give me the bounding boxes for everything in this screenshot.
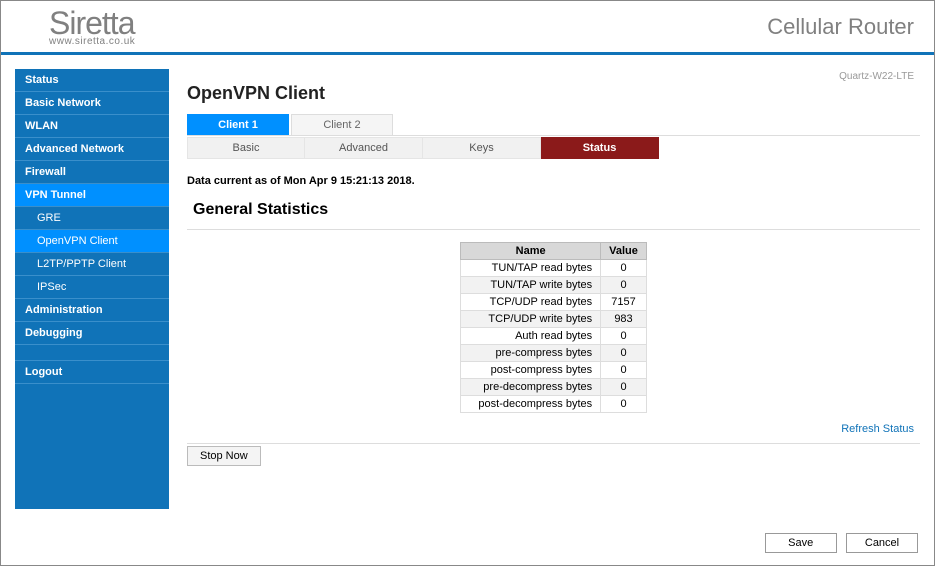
logo-subtext: www.siretta.co.uk bbox=[49, 37, 135, 47]
sidebar-logout[interactable]: Logout bbox=[15, 361, 169, 384]
stats-table: Name Value TUN/TAP read bytes0TUN/TAP wr… bbox=[460, 242, 647, 413]
stat-name: post-decompress bytes bbox=[461, 396, 601, 413]
sidebar-item[interactable]: Status bbox=[15, 69, 169, 92]
sub-tab[interactable]: Status bbox=[541, 137, 659, 159]
client-tab[interactable]: Client 2 bbox=[291, 114, 393, 135]
sub-tabs: BasicAdvancedKeysStatus bbox=[187, 137, 920, 159]
logo-text: Siretta bbox=[49, 7, 135, 39]
sub-tab[interactable]: Keys bbox=[423, 137, 541, 159]
sidebar-item[interactable]: VPN Tunnel bbox=[15, 184, 169, 207]
stat-name: pre-decompress bytes bbox=[461, 379, 601, 396]
sub-tab[interactable]: Advanced bbox=[305, 137, 423, 159]
sidebar: StatusBasic NetworkWLANAdvanced NetworkF… bbox=[15, 69, 169, 509]
col-value: Value bbox=[601, 243, 647, 260]
save-button[interactable]: Save bbox=[765, 533, 837, 553]
sidebar-item[interactable]: Firewall bbox=[15, 161, 169, 184]
sub-tab[interactable]: Basic bbox=[187, 137, 305, 159]
stat-value: 0 bbox=[601, 328, 647, 345]
table-row: TUN/TAP write bytes0 bbox=[461, 277, 647, 294]
sidebar-item[interactable]: Basic Network bbox=[15, 92, 169, 115]
client-tab[interactable]: Client 1 bbox=[187, 114, 289, 135]
sidebar-subitem[interactable]: L2TP/PPTP Client bbox=[15, 253, 169, 276]
table-row: TUN/TAP read bytes0 bbox=[461, 260, 647, 277]
table-row: post-decompress bytes0 bbox=[461, 396, 647, 413]
main-panel: Quartz-W22-LTE OpenVPN Client Client 1Cl… bbox=[169, 69, 920, 509]
client-tabs: Client 1Client 2 bbox=[187, 114, 920, 136]
sidebar-item[interactable]: Advanced Network bbox=[15, 138, 169, 161]
sidebar-spacer bbox=[15, 345, 169, 361]
sidebar-item[interactable]: WLAN bbox=[15, 115, 169, 138]
stat-value: 0 bbox=[601, 396, 647, 413]
footer-buttons: Save Cancel bbox=[759, 533, 918, 553]
logo: Siretta www.siretta.co.uk bbox=[49, 7, 135, 47]
product-title: Cellular Router bbox=[767, 14, 914, 40]
table-row: post-compress bytes0 bbox=[461, 362, 647, 379]
table-row: pre-decompress bytes0 bbox=[461, 379, 647, 396]
stop-row: Stop Now bbox=[187, 446, 920, 466]
col-name: Name bbox=[461, 243, 601, 260]
table-row: Auth read bytes0 bbox=[461, 328, 647, 345]
stat-value: 0 bbox=[601, 260, 647, 277]
app-window: Siretta www.siretta.co.uk Cellular Route… bbox=[0, 0, 935, 566]
stat-value: 0 bbox=[601, 277, 647, 294]
stat-name: Auth read bytes bbox=[461, 328, 601, 345]
stat-name: pre-compress bytes bbox=[461, 345, 601, 362]
stat-value: 0 bbox=[601, 362, 647, 379]
stat-name: TCP/UDP write bytes bbox=[461, 311, 601, 328]
status-line: Data current as of Mon Apr 9 15:21:13 20… bbox=[187, 175, 920, 187]
stat-value: 0 bbox=[601, 345, 647, 362]
page-title: OpenVPN Client bbox=[187, 83, 920, 104]
table-row: TCP/UDP read bytes7157 bbox=[461, 294, 647, 311]
table-row: TCP/UDP write bytes983 bbox=[461, 311, 647, 328]
section-title: General Statistics bbox=[193, 201, 920, 219]
sidebar-subitem[interactable]: GRE bbox=[15, 207, 169, 230]
stat-name: post-compress bytes bbox=[461, 362, 601, 379]
sidebar-subitem[interactable]: IPSec bbox=[15, 276, 169, 299]
stat-name: TUN/TAP read bytes bbox=[461, 260, 601, 277]
cancel-button[interactable]: Cancel bbox=[846, 533, 918, 553]
refresh-row: Refresh Status bbox=[187, 421, 914, 435]
sidebar-item[interactable]: Administration bbox=[15, 299, 169, 322]
sidebar-subitem[interactable]: OpenVPN Client bbox=[15, 230, 169, 253]
stop-button[interactable]: Stop Now bbox=[187, 446, 261, 466]
model-label: Quartz-W22-LTE bbox=[839, 71, 914, 82]
stats-wrap: Name Value TUN/TAP read bytes0TUN/TAP wr… bbox=[187, 229, 920, 444]
body: StatusBasic NetworkWLANAdvanced NetworkF… bbox=[1, 55, 934, 509]
stat-value: 983 bbox=[601, 311, 647, 328]
table-row: pre-compress bytes0 bbox=[461, 345, 647, 362]
stat-name: TCP/UDP read bytes bbox=[461, 294, 601, 311]
stat-value: 7157 bbox=[601, 294, 647, 311]
refresh-link[interactable]: Refresh Status bbox=[841, 423, 914, 435]
stat-name: TUN/TAP write bytes bbox=[461, 277, 601, 294]
stat-value: 0 bbox=[601, 379, 647, 396]
header: Siretta www.siretta.co.uk Cellular Route… bbox=[1, 1, 934, 55]
sidebar-item[interactable]: Debugging bbox=[15, 322, 169, 345]
